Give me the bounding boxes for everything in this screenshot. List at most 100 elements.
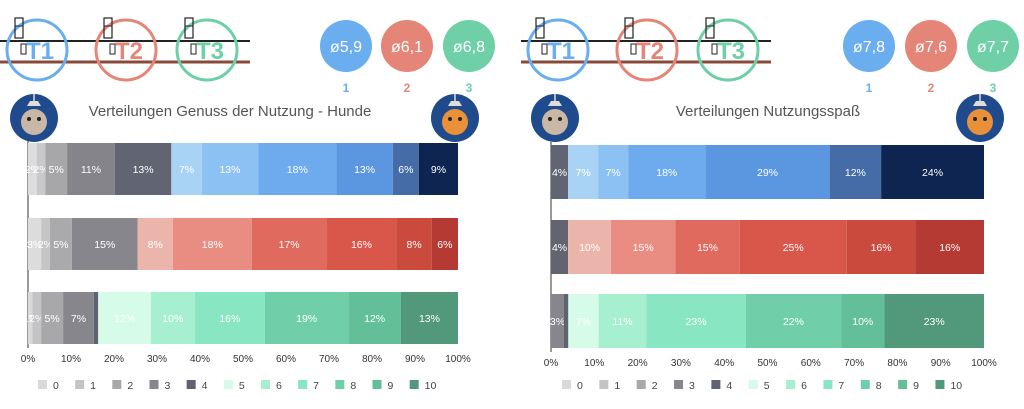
- bar-segment-10: [881, 145, 984, 199]
- legend-swatch-8: [335, 380, 345, 389]
- avatar-lamp: [448, 101, 462, 106]
- x-tick-label: 70%: [844, 358, 864, 369]
- legend-label: 9: [913, 380, 919, 392]
- segment-label: 5%: [53, 239, 68, 251]
- x-tick-label: 10%: [61, 354, 81, 365]
- legend-swatch-7: [823, 380, 833, 389]
- bar-segment-2: [41, 292, 64, 344]
- average-index: 2: [928, 81, 935, 95]
- segment-label: 16%: [871, 242, 892, 254]
- chart-title: Verteilungen Genuss der Nutzung - Hunde: [89, 103, 372, 120]
- bar-segment-1: [41, 218, 50, 270]
- x-tick-label: 80%: [887, 358, 907, 369]
- pylon-icon: [535, 17, 548, 55]
- bar-segment-7: [258, 143, 337, 195]
- x-tick-label: 80%: [362, 354, 382, 365]
- bar-segment-2: [49, 218, 72, 270]
- segment-label: 4%: [552, 167, 567, 179]
- segment-label: 22%: [783, 316, 804, 328]
- chart-panel-2: T1 T2 T3 ø7,8 1 ø7,6 2 ø7,7 3 Verteilungen Nutzun…: [521, 17, 1019, 392]
- segment-label: 5%: [49, 164, 64, 176]
- legend: 0 1 2 3 4 5 6 7 8 9 10: [562, 380, 962, 392]
- bar-segment-4: [551, 145, 569, 199]
- average-badge-1: ø7,8 1: [843, 20, 895, 95]
- track-circle-t3: [696, 18, 760, 82]
- legend-swatch-4: [186, 380, 196, 389]
- bar-segment-6: [598, 294, 647, 348]
- segment-label: 19%: [296, 313, 317, 325]
- segment-label: 12%: [114, 313, 135, 325]
- legend-swatch-3: [149, 380, 159, 389]
- segment-label: 2%: [29, 313, 44, 325]
- avatar-eye: [37, 117, 41, 121]
- bar-segment-6: [598, 145, 629, 199]
- bar-segment-0: [28, 143, 37, 195]
- pylon-body: [184, 17, 194, 39]
- x-tick-label: 30%: [147, 354, 167, 365]
- legend-label: 0: [577, 380, 583, 392]
- legend-swatch-0: [562, 380, 571, 389]
- average-index: 3: [990, 81, 997, 95]
- x-tick-label: 100%: [445, 354, 471, 365]
- legend-swatch-8: [860, 380, 870, 389]
- segment-label: 16%: [351, 239, 372, 251]
- pylon-icon: [624, 17, 637, 55]
- legend-label: 4: [202, 380, 208, 392]
- avatar-lamp: [27, 101, 41, 106]
- legend-label: 10: [425, 380, 437, 392]
- chart-title: Verteilungen Nutzungsspaß: [676, 103, 860, 120]
- segment-label: 29%: [757, 167, 778, 179]
- bar-row-2: 4% 10% 15% 15% 25% 16% 16%: [551, 220, 984, 274]
- average-circle: [905, 20, 957, 72]
- legend-swatch-9: [372, 380, 382, 389]
- segment-label: 2%: [25, 164, 40, 176]
- bar-segment-9: [841, 294, 885, 348]
- legend-swatch-10: [409, 380, 419, 389]
- legend-swatch-7: [298, 380, 308, 389]
- legend-label: 6: [276, 380, 282, 392]
- legend-swatch-10: [935, 380, 945, 389]
- x-tick-label: 50%: [757, 358, 777, 369]
- bar-segment-10: [400, 292, 458, 344]
- segment-label: 3%: [550, 316, 565, 328]
- segment-label: 8%: [407, 239, 422, 251]
- bar-row-3: 1%2% 5% 7% 12% 10% 16% 19% 12% 13%: [23, 292, 458, 344]
- segment-label: 3%: [27, 239, 42, 251]
- average-value: ø7,6: [915, 39, 947, 56]
- avatar-face: [21, 109, 47, 135]
- x-tick-label: 60%: [276, 354, 296, 365]
- segment-label: 4%: [552, 242, 567, 254]
- segment-label: 10%: [579, 242, 600, 254]
- pylon-body: [624, 17, 634, 39]
- segment-label: 5%: [45, 313, 60, 325]
- legend-label: 7: [838, 380, 844, 392]
- segment-label: 7%: [576, 316, 591, 328]
- legend-swatch-1: [75, 380, 85, 389]
- segment-label: 6%: [437, 239, 452, 251]
- bar-segment-8: [745, 294, 842, 348]
- bar-segment-4: [563, 294, 569, 348]
- average-badge-2: ø6,1 2: [381, 20, 433, 95]
- average-value: ø7,8: [853, 39, 885, 56]
- bar-segment-9: [348, 292, 401, 344]
- x-tick-label: 20%: [628, 358, 648, 369]
- bar-segment-9: [846, 220, 916, 274]
- track-label-t3: T3: [717, 38, 745, 65]
- legend-label: 9: [388, 380, 394, 392]
- bar-segment-9: [396, 218, 432, 270]
- bar-segment-10: [431, 218, 458, 270]
- x-tick-label: 60%: [801, 358, 821, 369]
- segment-label: 2%: [33, 164, 48, 176]
- average-badge-1: ø5,9 1: [320, 20, 372, 95]
- segment-label: 13%: [219, 164, 240, 176]
- bar-segment-5: [568, 220, 612, 274]
- pylon-body: [535, 17, 545, 39]
- x-tick-label: 40%: [190, 354, 210, 365]
- pylon-icon: [705, 17, 718, 55]
- segment-label: 10%: [162, 313, 183, 325]
- avatar-eye: [558, 117, 562, 121]
- segment-label: 18%: [202, 239, 223, 251]
- bar-segment-9: [392, 143, 419, 195]
- avatar-eye: [973, 117, 977, 121]
- average-circle: [320, 20, 372, 72]
